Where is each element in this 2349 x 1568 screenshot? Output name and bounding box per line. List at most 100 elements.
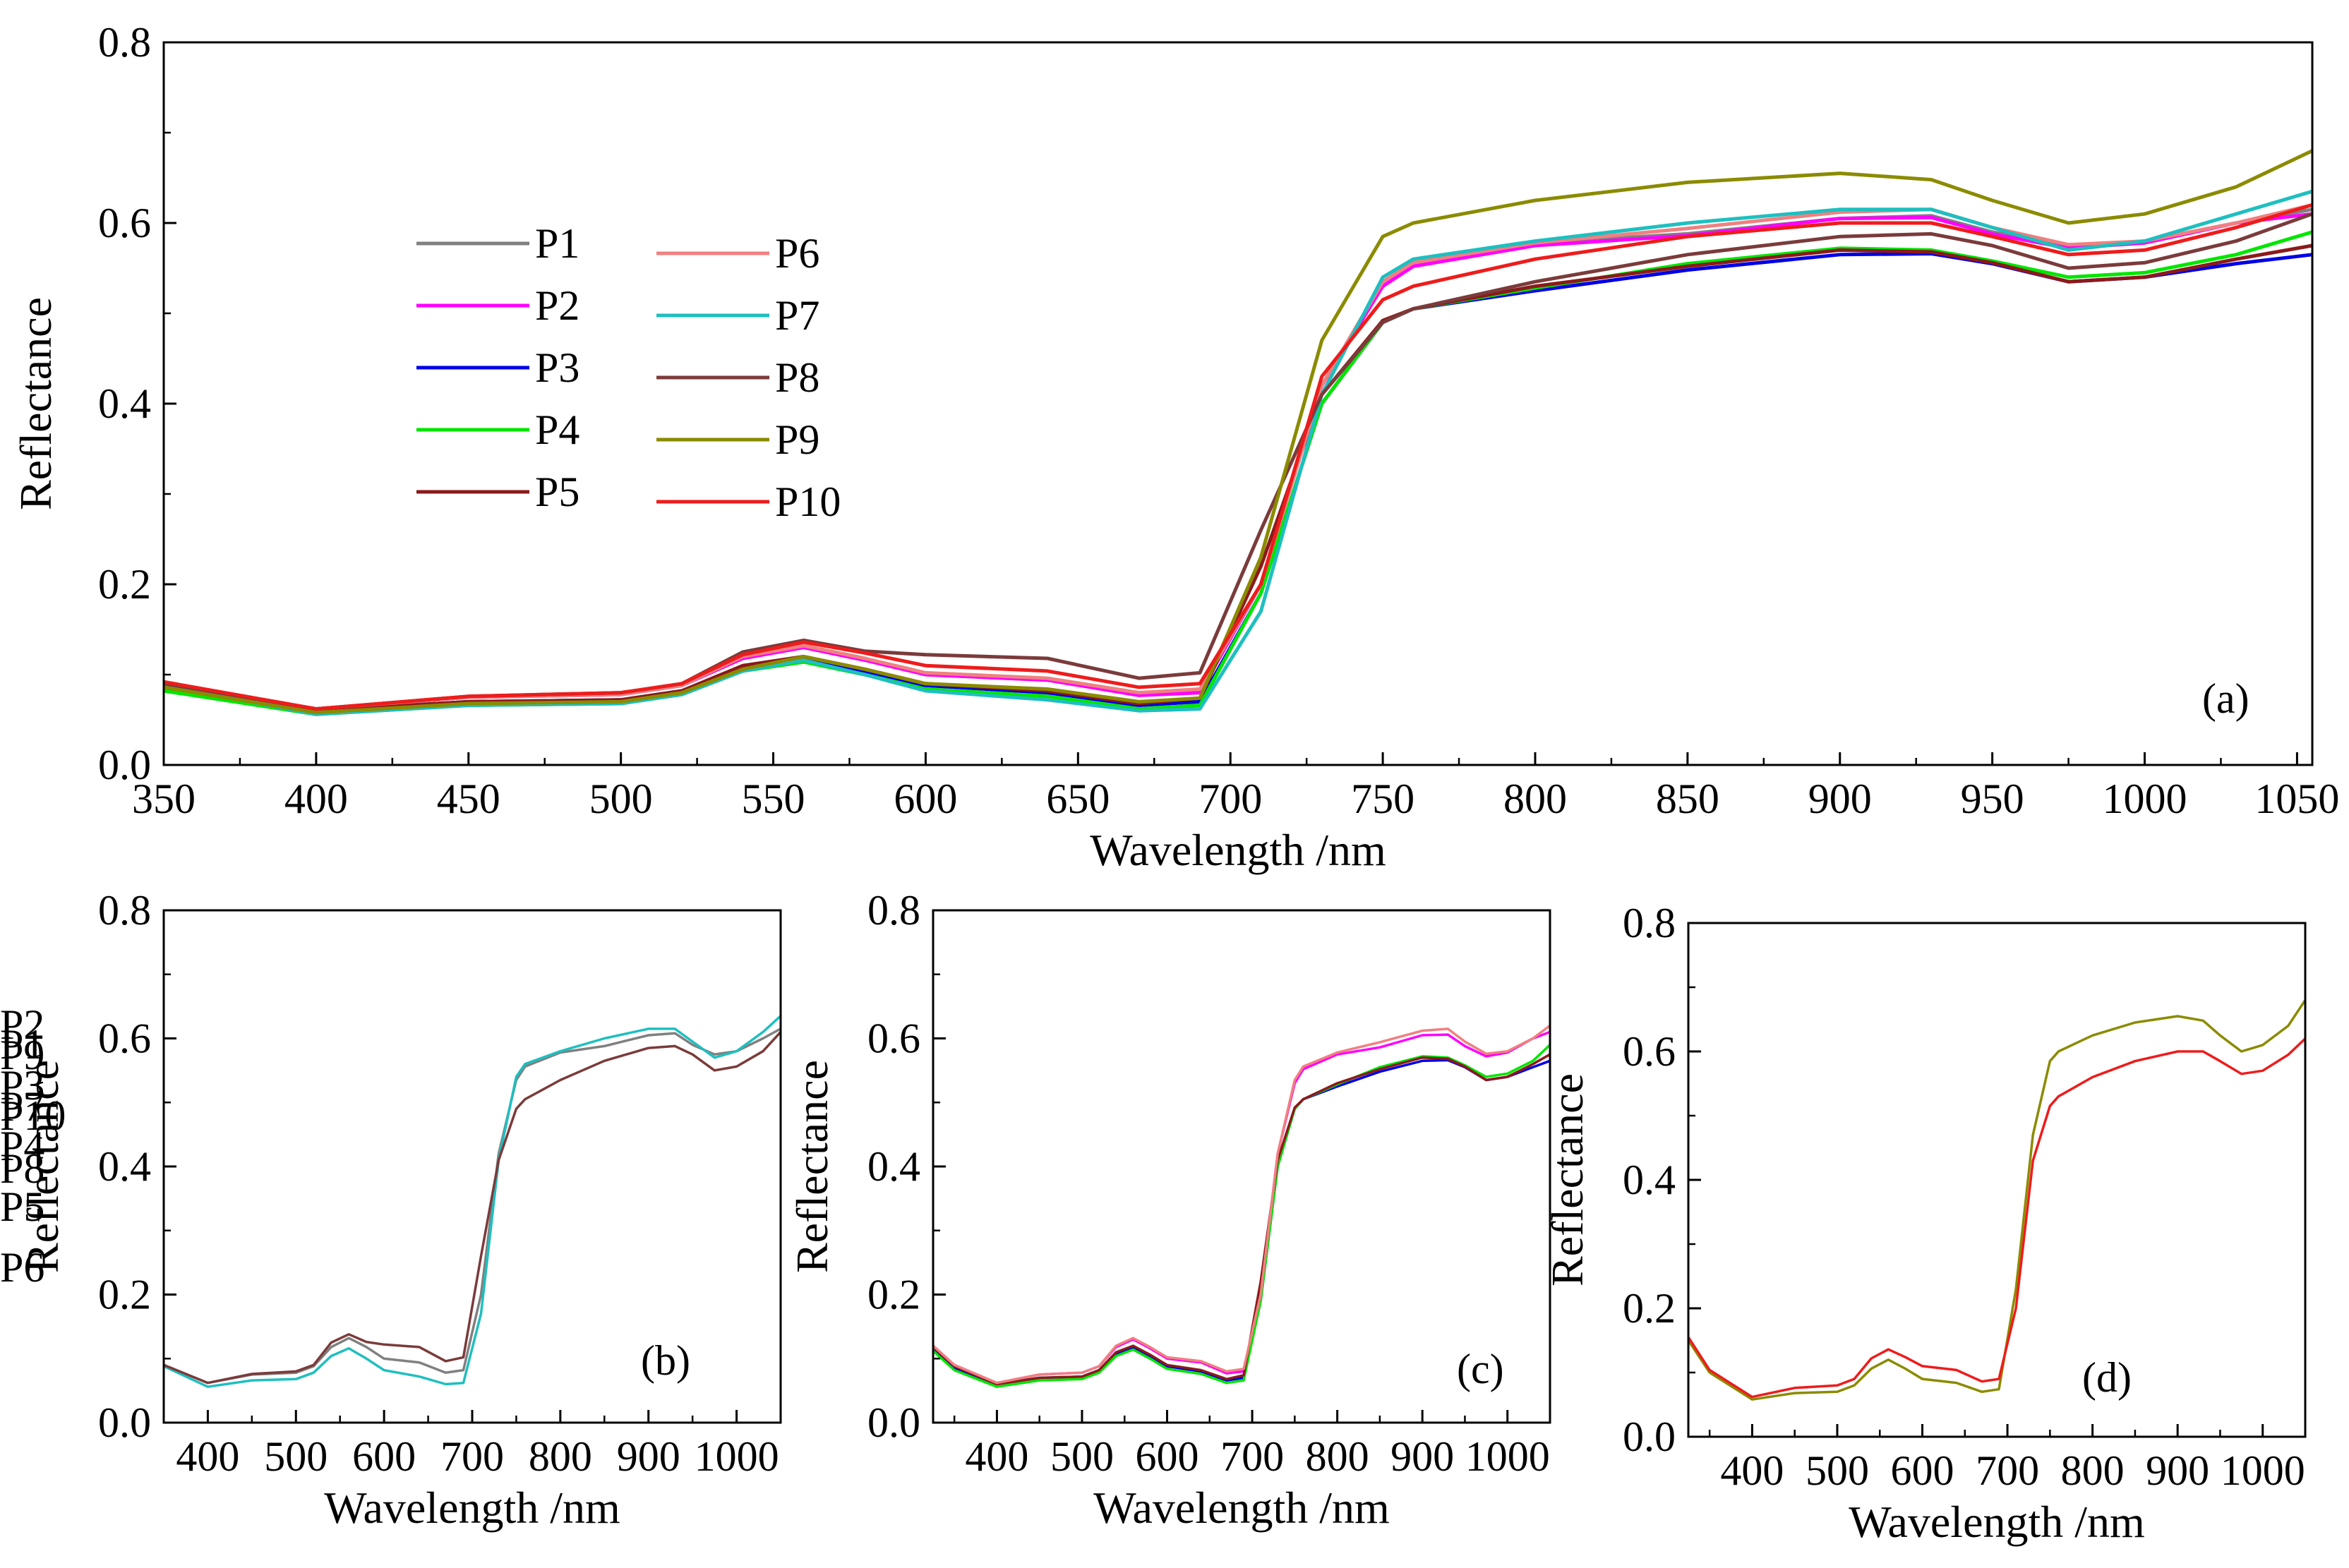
x-tick-label: 850 — [1656, 776, 1719, 822]
x-tick-label: 1050 — [2254, 776, 2339, 822]
y-tick-label: 0.8 — [98, 887, 151, 934]
y-tick-label: 0.4 — [1623, 1157, 1676, 1203]
panel-d: 400 500 600 700 800 900 10000.00.20.40.60.8Wav… — [0, 900, 2307, 1547]
legend-label-p6: P6 — [0, 1244, 44, 1291]
x-tick-label: 700 — [1198, 776, 1262, 822]
x-tick-label: 1000 — [1465, 1433, 1550, 1480]
legend-label-p5: P5 — [535, 469, 579, 515]
y-tick-label: 0.4 — [867, 1143, 920, 1190]
series-line-p10 — [163, 203, 2313, 711]
x-tick-label: 400 — [176, 1433, 239, 1480]
x-tick-label: 700 — [440, 1433, 504, 1480]
x-axis-label: Wavelength /nm — [1093, 1483, 1390, 1533]
legend-label-p7: P7 — [0, 1083, 44, 1130]
y-axis-label: Reflectance — [11, 297, 61, 510]
legend-label-p1: P1 — [0, 1021, 44, 1068]
y-tick-label: 0.0 — [98, 1399, 151, 1446]
x-tick-label: 700 — [1220, 1433, 1284, 1480]
series-line-p2 — [932, 1030, 1551, 1385]
series-line-p4 — [932, 1044, 1551, 1388]
plot-frame — [162, 41, 2314, 766]
y-tick-label: 0.0 — [98, 742, 151, 788]
plot-frame — [1687, 922, 2307, 1438]
x-axis-label: Wavelength /nm — [324, 1483, 620, 1533]
x-tick-label: 400 — [1720, 1447, 1784, 1494]
series-line-p5 — [932, 1053, 1551, 1386]
legend-label-p2: P2 — [0, 1001, 44, 1048]
x-tick-label: 900 — [1808, 776, 1872, 822]
x-tick-label: 350 — [132, 776, 196, 822]
x-tick-label: 500 — [589, 776, 653, 822]
legend-label-p5: P5 — [0, 1183, 44, 1230]
legend-label-p10: P10 — [775, 478, 841, 525]
panel-tag: (b) — [641, 1337, 690, 1384]
y-tick-label: 0.6 — [98, 200, 151, 246]
legend-label-p6: P6 — [775, 230, 819, 277]
series-line-p3 — [932, 1059, 1551, 1386]
x-tick-label: 600 — [352, 1433, 416, 1480]
y-tick-label: 0.8 — [98, 19, 151, 66]
y-tick-label: 0.2 — [867, 1272, 920, 1318]
legend-label-p4: P4 — [0, 1123, 44, 1169]
x-tick-label: 500 — [1050, 1433, 1114, 1480]
y-tick-label: 0.4 — [98, 380, 151, 427]
x-tick-label: 1000 — [2221, 1447, 2305, 1494]
series-line-p9 — [163, 149, 2314, 715]
y-axis-label: Reflectance — [787, 1060, 837, 1273]
series-line-p8 — [163, 1031, 782, 1385]
series-line-p6 — [932, 1024, 1551, 1385]
x-tick-label: 500 — [1806, 1447, 1869, 1494]
x-tick-label: 800 — [1503, 776, 1567, 822]
x-tick-label: 750 — [1351, 776, 1414, 822]
x-tick-label: 600 — [894, 776, 957, 822]
x-tick-label: 800 — [2061, 1447, 2125, 1494]
panel-a: 350 400 450 500 550 600 650 700 750 800 850 900 950 1… — [11, 19, 2339, 875]
x-tick-label: 400 — [284, 776, 348, 822]
y-tick-label: 0.0 — [867, 1399, 920, 1446]
x-tick-label: 800 — [529, 1433, 592, 1480]
series-line-p3 — [163, 252, 2313, 713]
legend-label-p10: P10 — [0, 1092, 66, 1139]
x-tick-label: 450 — [437, 776, 500, 822]
x-tick-label: 550 — [742, 776, 805, 822]
series-line-p7 — [163, 1015, 782, 1388]
legend-label-p8: P8 — [775, 354, 819, 401]
panel-tag: (c) — [1457, 1346, 1504, 1392]
y-tick-label: 0.8 — [867, 887, 920, 934]
legend-label-p2: P2 — [535, 282, 579, 329]
series-line-p7 — [163, 189, 2313, 716]
y-tick-label: 0.8 — [1623, 900, 1676, 946]
x-tick-label: 900 — [2146, 1447, 2209, 1494]
y-tick-label: 0.2 — [98, 1272, 151, 1318]
legend: P2 P3 P4 P5 P6 — [0, 1001, 44, 1291]
y-tick-label: 0.4 — [98, 1143, 151, 1190]
panel-tag: (a) — [2202, 675, 2249, 722]
y-axis-label: Reflectance — [18, 1060, 68, 1273]
legend-label-p4: P4 — [535, 406, 579, 453]
legend-label-p9: P9 — [0, 1032, 44, 1078]
legend-label-p9: P9 — [775, 416, 819, 463]
x-axis-label: Wavelength /nm — [1849, 1497, 2145, 1547]
panel-c: 400 500 600 700 800 900 10000.00.20.40.60.8Wav… — [0, 887, 1551, 1533]
panel-tag: (d) — [2082, 1354, 2132, 1401]
x-axis-label: Wavelength /nm — [1090, 825, 1386, 875]
x-tick-label: 800 — [1306, 1433, 1369, 1480]
x-tick-label: 400 — [965, 1433, 1028, 1480]
x-tick-label: 1000 — [2103, 776, 2187, 822]
x-tick-label: 600 — [1136, 1433, 1199, 1480]
legend-label-p3: P3 — [0, 1062, 44, 1109]
y-axis-label: Reflectance — [1542, 1073, 1592, 1286]
x-tick-label: 700 — [1976, 1447, 2039, 1494]
y-tick-label: 0.6 — [867, 1015, 920, 1062]
x-tick-label: 500 — [264, 1433, 328, 1480]
legend-label-p3: P3 — [535, 344, 579, 391]
x-tick-label: 900 — [617, 1433, 680, 1480]
y-tick-label: 0.2 — [1623, 1285, 1676, 1332]
x-tick-label: 650 — [1046, 776, 1110, 822]
legend-label-p7: P7 — [775, 292, 819, 339]
series-line-p9 — [1687, 999, 2307, 1401]
y-tick-label: 0.6 — [1623, 1028, 1676, 1075]
x-tick-label: 900 — [1390, 1433, 1454, 1480]
